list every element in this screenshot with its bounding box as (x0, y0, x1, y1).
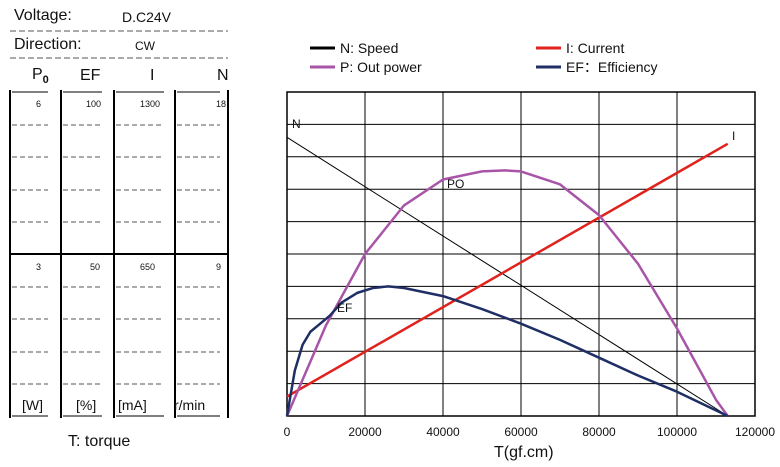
x-tick-label: 60000 (504, 425, 538, 439)
x-tick-label: 80000 (582, 425, 616, 439)
curve-label-i: I (732, 129, 735, 143)
header-ef: EF (80, 67, 101, 84)
voltage-value: D.C24V (122, 9, 172, 25)
scale-ticks (12, 124, 220, 385)
curve-label-ef: EF (337, 301, 352, 315)
scale-value-ef-max: 100 (86, 99, 102, 109)
series-line-ef (285, 285, 729, 418)
series-line-n (286, 136, 728, 417)
direction-label: Direction: (14, 36, 82, 53)
voltage-label: Voltage: (14, 7, 72, 24)
series-line-po (285, 169, 729, 417)
header-i: I (150, 67, 155, 84)
scale-value-i-max: 1300 (140, 99, 161, 109)
unit-ef: [%] (76, 397, 97, 413)
x-tick-label: 0 (284, 425, 291, 439)
torque-footer: T: torque (68, 433, 131, 450)
scale-value-i-mid: 650 (140, 262, 156, 272)
curve-label-n: N (292, 117, 301, 131)
header-n: N (217, 67, 229, 84)
scale-value-p0-mid: 3 (36, 262, 42, 272)
x-tick-label: 120000 (735, 425, 775, 439)
direction-value: CW (135, 39, 155, 53)
scale-value-n-mid: 9 (216, 262, 222, 272)
series-line-i (286, 142, 729, 398)
x-tick-label: 20000 (348, 425, 382, 439)
legend-label-i: I: Current (566, 40, 624, 56)
unit-n: r/min (174, 397, 206, 413)
unit-p0: [W] (22, 397, 43, 413)
legend-label-ef: EF：Efficiency (566, 59, 658, 75)
x-tick-label: 100000 (657, 425, 697, 439)
unit-i: [mA] (118, 397, 147, 413)
scale-ticks-solid (12, 91, 220, 417)
header-p0: P0 (32, 66, 49, 87)
x-axis-label: T(gf.cm) (494, 444, 554, 461)
legend-label-po: P: Out power (340, 59, 422, 75)
scale-value-p0-max: 6 (36, 99, 42, 109)
scale-value-n-max: 18 (216, 99, 227, 109)
scale-value-ef-mid: 50 (90, 262, 101, 272)
curve-label-po: PO (447, 177, 464, 191)
x-tick-label: 40000 (426, 425, 460, 439)
legend-label-n: N: Speed (340, 40, 398, 56)
